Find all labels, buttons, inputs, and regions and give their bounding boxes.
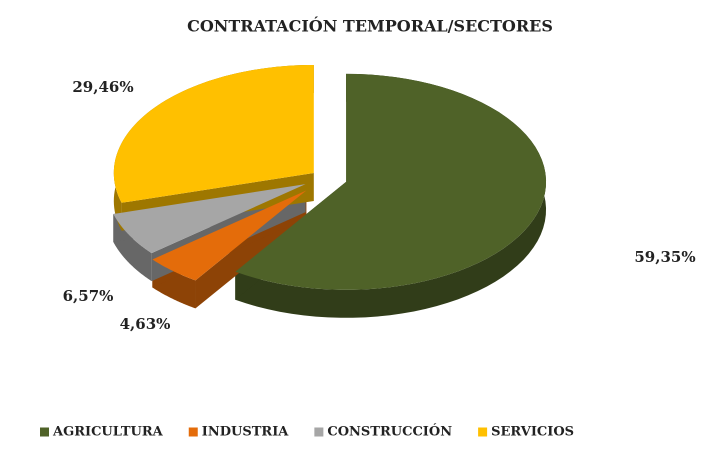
pie-tops xyxy=(113,64,547,290)
data-label: 59,35% xyxy=(634,248,695,266)
legend-swatch xyxy=(40,427,49,437)
legend-swatch xyxy=(188,427,198,437)
legend: AGRICULTURA INDUSTRIA CONSTRUCCIÓN SERVICIO… xyxy=(40,423,574,440)
chart-title: CONTRATACIÓN TEMPORAL/SECTORES xyxy=(187,16,553,36)
legend-swatch xyxy=(478,427,488,437)
legend-label: INDUSTRIA xyxy=(202,425,290,440)
legend-label: SERVICIOS xyxy=(491,425,574,440)
legend-label: CONSTRUCCIÓN xyxy=(327,423,452,440)
data-label: 6,57% xyxy=(63,287,114,305)
slice-side xyxy=(235,73,547,318)
data-labels: 59,35% 4,63% 6,57% 29,46% xyxy=(63,78,696,333)
legend-swatch xyxy=(314,427,324,437)
data-label: 4,63% xyxy=(120,315,171,333)
pie-slice xyxy=(113,64,314,203)
pie-slice xyxy=(113,184,306,254)
legend-label: AGRICULTURA xyxy=(52,425,164,440)
pie-slice xyxy=(152,190,307,281)
data-label: 29,46% xyxy=(72,78,133,96)
pie-slice xyxy=(235,73,547,290)
